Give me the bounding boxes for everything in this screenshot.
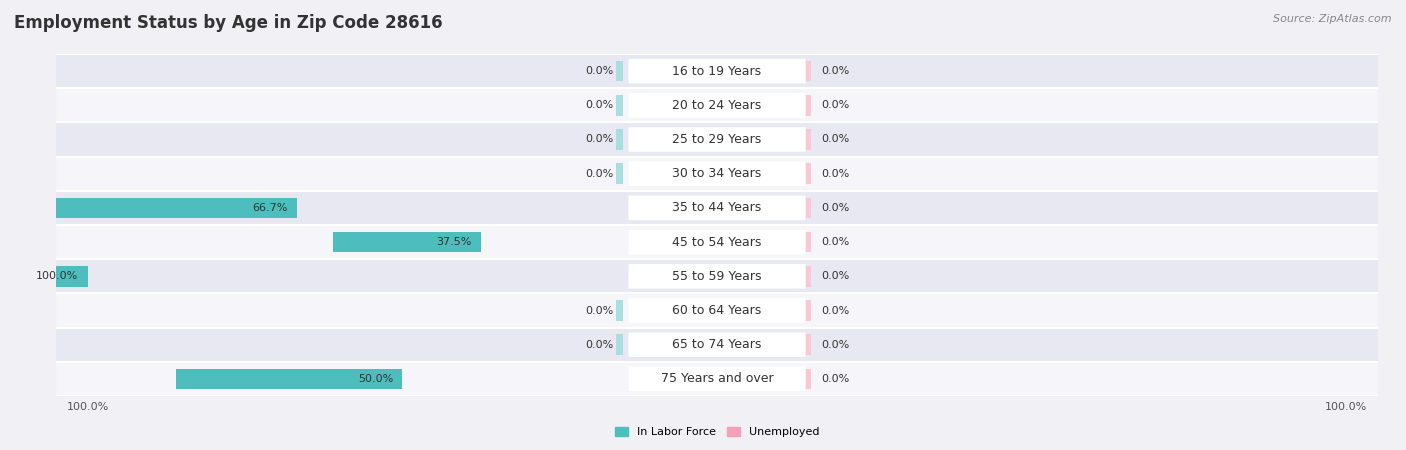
Text: 65 to 74 Years: 65 to 74 Years bbox=[672, 338, 762, 351]
Bar bbox=[616, 300, 623, 321]
Text: 66.7%: 66.7% bbox=[253, 203, 288, 213]
Text: 37.5%: 37.5% bbox=[436, 237, 471, 247]
FancyBboxPatch shape bbox=[628, 333, 806, 357]
FancyBboxPatch shape bbox=[628, 196, 806, 220]
FancyBboxPatch shape bbox=[628, 162, 806, 186]
Bar bbox=[806, 198, 811, 218]
Bar bbox=[0, 266, 87, 287]
Text: 25 to 29 Years: 25 to 29 Years bbox=[672, 133, 762, 146]
Bar bbox=[616, 61, 623, 81]
Text: 0.0%: 0.0% bbox=[821, 169, 849, 179]
FancyBboxPatch shape bbox=[628, 127, 806, 152]
Text: 0.0%: 0.0% bbox=[821, 203, 849, 213]
FancyBboxPatch shape bbox=[56, 225, 1378, 259]
FancyBboxPatch shape bbox=[628, 230, 806, 254]
Text: 35 to 44 Years: 35 to 44 Years bbox=[672, 202, 762, 214]
FancyBboxPatch shape bbox=[56, 259, 1378, 293]
Bar bbox=[806, 300, 811, 321]
FancyBboxPatch shape bbox=[56, 157, 1378, 191]
FancyBboxPatch shape bbox=[56, 88, 1378, 122]
Bar bbox=[333, 232, 481, 252]
Text: 0.0%: 0.0% bbox=[821, 306, 849, 315]
Text: 0.0%: 0.0% bbox=[821, 374, 849, 384]
Text: 0.0%: 0.0% bbox=[821, 135, 849, 144]
Bar bbox=[616, 95, 623, 116]
Bar bbox=[806, 95, 811, 116]
FancyBboxPatch shape bbox=[628, 298, 806, 323]
Text: 75 Years and over: 75 Years and over bbox=[661, 373, 773, 385]
Text: 30 to 34 Years: 30 to 34 Years bbox=[672, 167, 762, 180]
Bar bbox=[0, 198, 297, 218]
Bar bbox=[806, 232, 811, 252]
Text: 0.0%: 0.0% bbox=[821, 271, 849, 281]
Bar bbox=[176, 369, 402, 389]
Text: 100.0%: 100.0% bbox=[37, 271, 79, 281]
FancyBboxPatch shape bbox=[56, 293, 1378, 328]
Text: 55 to 59 Years: 55 to 59 Years bbox=[672, 270, 762, 283]
Bar bbox=[616, 163, 623, 184]
Text: 0.0%: 0.0% bbox=[821, 100, 849, 110]
Bar bbox=[806, 129, 811, 150]
Bar bbox=[806, 61, 811, 81]
Text: 0.0%: 0.0% bbox=[585, 169, 613, 179]
Bar bbox=[806, 266, 811, 287]
FancyBboxPatch shape bbox=[56, 54, 1378, 88]
FancyBboxPatch shape bbox=[628, 264, 806, 288]
Text: 0.0%: 0.0% bbox=[821, 237, 849, 247]
FancyBboxPatch shape bbox=[628, 59, 806, 83]
Text: Employment Status by Age in Zip Code 28616: Employment Status by Age in Zip Code 286… bbox=[14, 14, 443, 32]
Text: Source: ZipAtlas.com: Source: ZipAtlas.com bbox=[1274, 14, 1392, 23]
Bar bbox=[806, 334, 811, 355]
Bar bbox=[806, 369, 811, 389]
Bar bbox=[616, 334, 623, 355]
Bar bbox=[616, 129, 623, 150]
FancyBboxPatch shape bbox=[56, 328, 1378, 362]
FancyBboxPatch shape bbox=[56, 362, 1378, 396]
Text: 0.0%: 0.0% bbox=[821, 340, 849, 350]
Text: 0.0%: 0.0% bbox=[585, 340, 613, 350]
Text: 0.0%: 0.0% bbox=[585, 306, 613, 315]
FancyBboxPatch shape bbox=[56, 191, 1378, 225]
Text: 50.0%: 50.0% bbox=[357, 374, 392, 384]
FancyBboxPatch shape bbox=[628, 367, 806, 391]
FancyBboxPatch shape bbox=[628, 93, 806, 117]
Text: 0.0%: 0.0% bbox=[821, 66, 849, 76]
FancyBboxPatch shape bbox=[56, 122, 1378, 157]
Bar bbox=[806, 163, 811, 184]
Text: 16 to 19 Years: 16 to 19 Years bbox=[672, 65, 762, 77]
Legend: In Labor Force, Unemployed: In Labor Force, Unemployed bbox=[610, 423, 824, 442]
Text: 0.0%: 0.0% bbox=[585, 135, 613, 144]
Text: 0.0%: 0.0% bbox=[585, 100, 613, 110]
Text: 45 to 54 Years: 45 to 54 Years bbox=[672, 236, 762, 248]
Text: 0.0%: 0.0% bbox=[585, 66, 613, 76]
Text: 60 to 64 Years: 60 to 64 Years bbox=[672, 304, 762, 317]
Text: 20 to 24 Years: 20 to 24 Years bbox=[672, 99, 762, 112]
